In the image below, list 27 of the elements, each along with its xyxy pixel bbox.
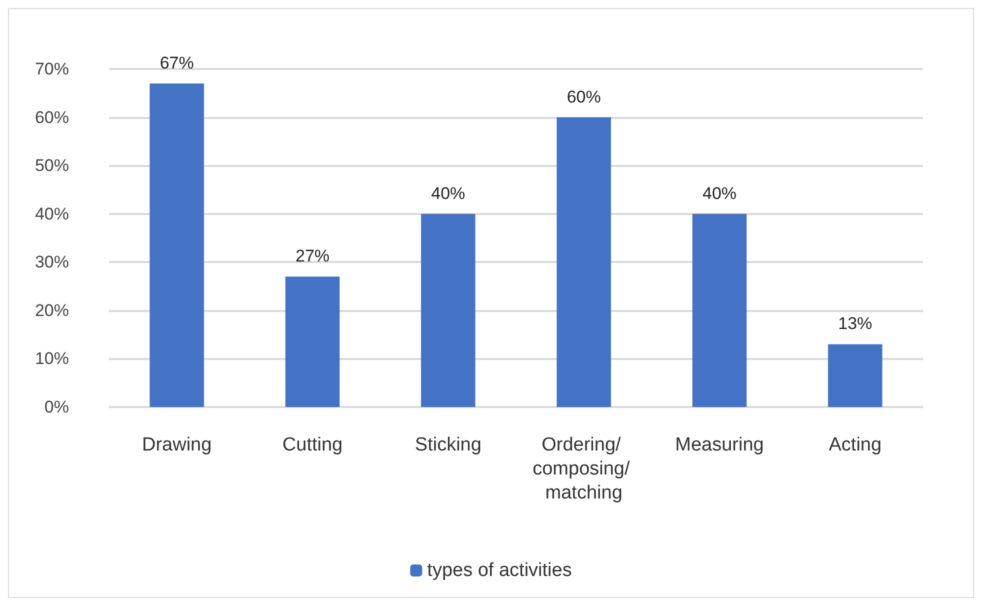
x-tick-label: Acting: [828, 434, 882, 456]
y-tick-label: 10%: [34, 349, 69, 368]
x-tick-label: Ordering/ composing/ matching: [532, 434, 636, 504]
x-tick-label: Cutting: [282, 434, 343, 456]
y-tick-label: 60%: [34, 108, 69, 127]
x-tick-label: Sticking: [414, 434, 482, 456]
bar: [421, 214, 476, 407]
bar: [692, 214, 747, 407]
y-tick-label: 40%: [34, 204, 69, 224]
data-label: 13%: [838, 314, 872, 334]
data-label: 40%: [702, 184, 737, 203]
y-tick-label: 0%: [44, 398, 69, 416]
x-tick-label: Drawing: [142, 434, 212, 456]
bar: [150, 83, 204, 407]
y-tick-label: 20%: [34, 300, 69, 320]
bar: [285, 276, 340, 407]
bar: [828, 344, 882, 407]
x-tick-label: Measuring: [675, 434, 764, 456]
y-tick-label: 70%: [34, 60, 69, 78]
data-label: 27%: [295, 246, 330, 266]
data-label: 40%: [431, 184, 466, 203]
y-tick-label: 50%: [34, 156, 69, 176]
y-tick-label: 30%: [34, 252, 69, 272]
legend-label: types of activities: [427, 560, 572, 581]
data-label: 67%: [160, 53, 194, 72]
bar: [556, 117, 611, 407]
data-label: 60%: [566, 87, 601, 106]
